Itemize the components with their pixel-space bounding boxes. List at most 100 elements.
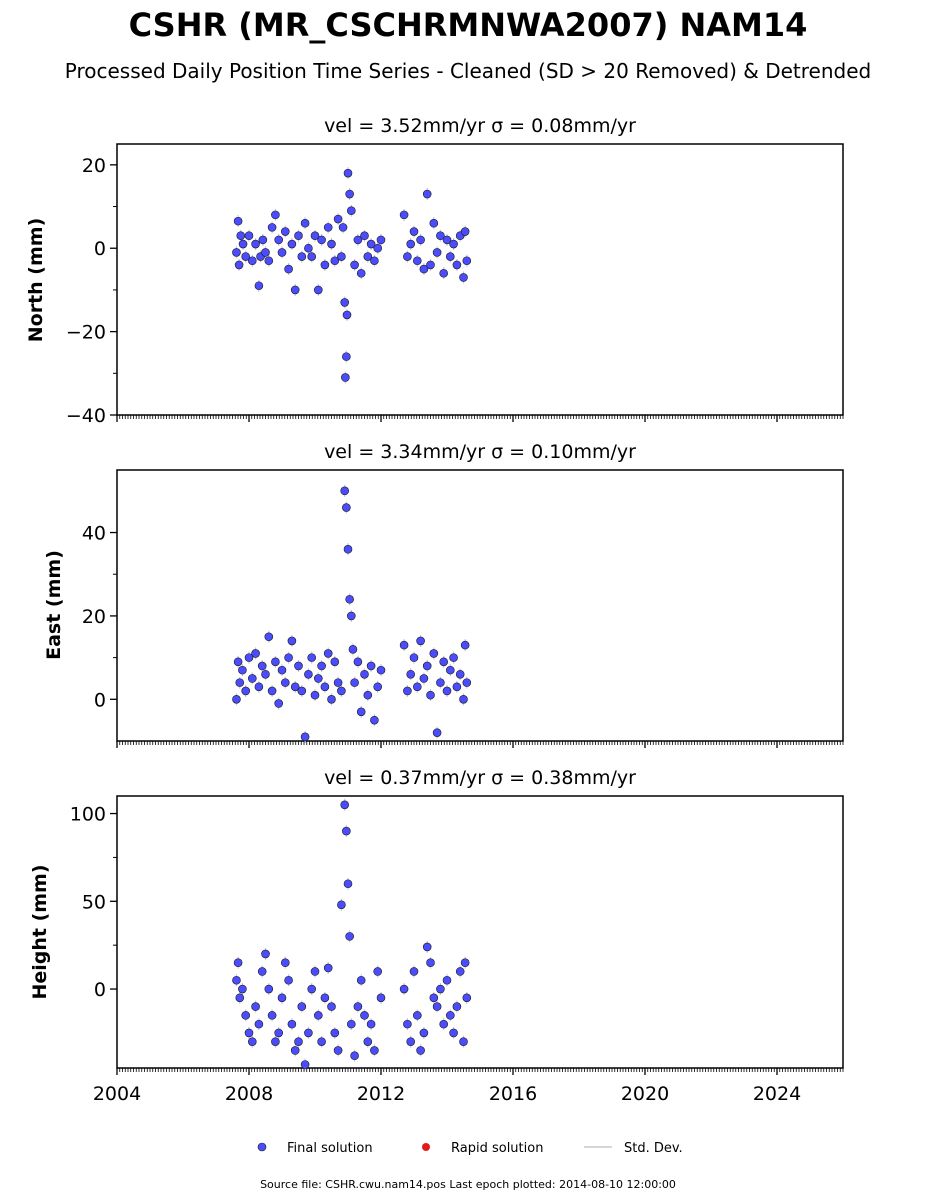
height-data-point [277, 993, 287, 1003]
east-data-point [426, 690, 435, 700]
east-data-point [455, 669, 465, 679]
north-data-point [294, 231, 303, 241]
north-data-point [251, 239, 260, 249]
height-data-point [346, 1019, 356, 1029]
east-data-point [310, 690, 320, 700]
legend-final-label: Final solution [287, 1141, 373, 1156]
height-ytick-label: 50 [82, 891, 106, 913]
east-data-point [257, 661, 267, 671]
east-ytick-label: 0 [94, 689, 106, 711]
east-data-point [436, 678, 445, 687]
height-data-point [280, 958, 290, 968]
east-data-point [406, 669, 416, 679]
north-data-point [346, 206, 356, 216]
east-data-point [412, 682, 422, 692]
north-data-point [280, 227, 290, 236]
east-panel-title: vel = 3.34mm/yr σ = 0.10mm/yr [324, 441, 636, 463]
east-data-point [403, 686, 412, 696]
legend-rapid-label: Rapid solution [451, 1141, 543, 1156]
height-data-point [267, 1011, 277, 1020]
east-data-point [439, 657, 449, 667]
east-data-point [442, 686, 452, 696]
north-data-point [277, 248, 287, 257]
north-data-point [261, 248, 270, 257]
height-data-point [287, 1019, 297, 1029]
north-panel-title: vel = 3.52mm/yr σ = 0.08mm/yr [324, 115, 636, 137]
north-data-point [317, 235, 326, 245]
east-data-point [320, 682, 330, 692]
east-data-point [241, 686, 250, 696]
height-xtick-label: 2008 [225, 1083, 273, 1105]
east-data-point [297, 686, 307, 696]
north-data-point [342, 310, 352, 320]
north-data-point [234, 260, 244, 270]
north-data-point [449, 239, 458, 249]
height-data-point [254, 1019, 264, 1029]
height-data-point [261, 949, 270, 959]
north-data-point [320, 260, 330, 270]
east-y-axis-label: East (mm) [43, 550, 65, 660]
height-data-point [412, 1011, 422, 1020]
height-data-point [264, 984, 274, 994]
height-data-point [422, 942, 432, 952]
source-footer: Source file: CSHR.cwu.nam14.pos Last epo… [260, 1178, 676, 1191]
north-data-point [287, 239, 297, 249]
north-ytick-label: 20 [82, 155, 106, 177]
east-data-point [462, 678, 472, 687]
height-ytick-label: 100 [70, 804, 106, 826]
north-data-point [376, 235, 386, 245]
east-data-point [445, 665, 455, 675]
height-data-point [416, 1046, 425, 1055]
height-data-point [294, 1037, 303, 1046]
north-data-point [284, 264, 293, 274]
north-data-point [330, 256, 340, 266]
north-data-point [254, 281, 264, 291]
north-data-point [459, 273, 468, 282]
north-data-point [373, 243, 383, 253]
height-data-point [248, 1037, 257, 1046]
north-data-point [353, 235, 363, 245]
height-data-point [403, 1019, 412, 1029]
height-data-point [363, 1037, 373, 1046]
height-data-point [313, 1011, 323, 1020]
east-data-point [343, 544, 353, 554]
north-data-point [370, 256, 379, 266]
east-plot-area [116, 469, 844, 742]
figure-subtitle: Processed Daily Position Time Series - C… [65, 59, 871, 83]
north-data-point [233, 216, 243, 226]
height-data-point [350, 1051, 359, 1061]
north-data-point [310, 231, 320, 241]
east-data-point [452, 682, 462, 692]
north-data-point [248, 256, 257, 266]
height-panel: vel = 0.37mm/yr σ = 0.38mm/yr Height (mm… [29, 767, 844, 1105]
height-xtick-label: 2020 [621, 1083, 669, 1105]
east-data-point [290, 682, 300, 692]
north-data-point [356, 268, 366, 278]
height-data-point [330, 1028, 340, 1038]
north-data-point [244, 231, 254, 241]
legend-rapid-marker [422, 1143, 430, 1151]
height-data-point [257, 967, 267, 976]
height-data-point [376, 993, 386, 1003]
height-data-point [353, 1002, 363, 1011]
east-data-point [449, 653, 458, 662]
north-data-point [307, 252, 317, 261]
east-data-point [274, 699, 284, 708]
height-data-point [432, 1002, 442, 1011]
height-data-point [300, 1060, 310, 1069]
east-data-point [419, 674, 429, 683]
height-data-point [307, 984, 317, 994]
height-data-point [406, 1037, 416, 1046]
north-data-point [462, 256, 472, 266]
height-data-point [244, 1028, 254, 1038]
height-data-point [455, 967, 465, 976]
north-data-point [416, 235, 425, 245]
height-data-point [370, 1046, 379, 1055]
height-plot-area [116, 795, 844, 1069]
north-data-point [452, 260, 462, 270]
east-data-point [416, 636, 425, 646]
height-data-point [232, 975, 241, 985]
height-data-point [323, 963, 333, 973]
north-data-point [327, 239, 336, 249]
height-data-point [409, 967, 419, 976]
